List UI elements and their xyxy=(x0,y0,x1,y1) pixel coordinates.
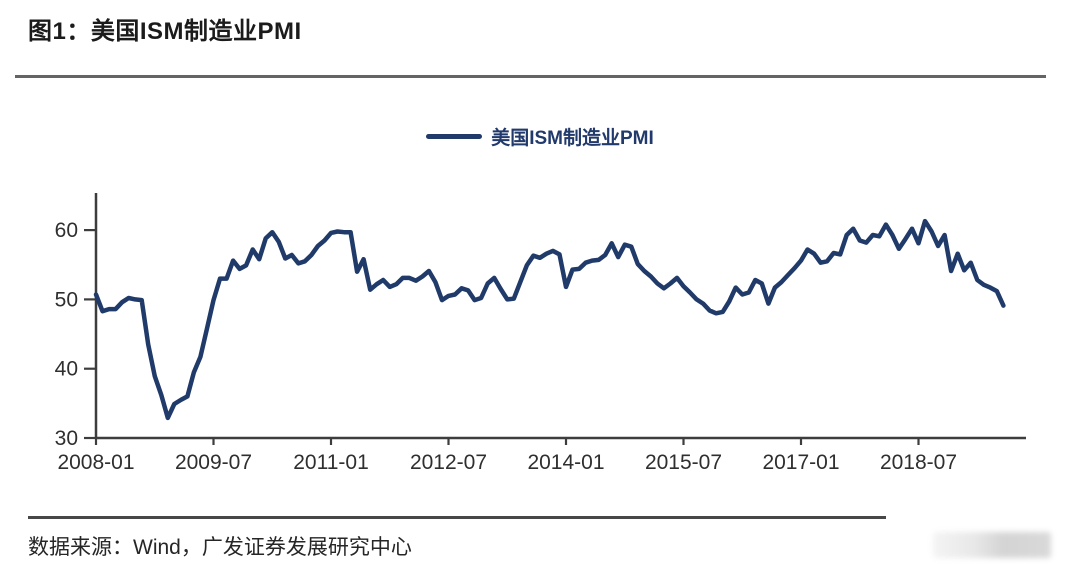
y-tick-label: 30 xyxy=(55,427,78,450)
y-tick-label: 50 xyxy=(55,288,78,311)
y-tick-label: 60 xyxy=(55,219,78,242)
chart-legend: 美国ISM制造业PMI xyxy=(0,123,1080,150)
legend-label: 美国ISM制造业PMI xyxy=(491,128,654,149)
x-tick-label: 2012-07 xyxy=(410,451,487,474)
x-tick-label: 2009-07 xyxy=(175,451,252,474)
pmi-series-line xyxy=(93,218,1006,421)
x-tick-label: 2018-07 xyxy=(880,451,957,474)
source-divider xyxy=(28,516,886,519)
y-tick-label: 40 xyxy=(55,358,78,381)
title-divider xyxy=(15,75,1046,78)
x-tick-label: 2014-01 xyxy=(527,451,604,474)
figure-title: 图1：美国ISM制造业PMI xyxy=(28,18,302,45)
x-tick-label: 2011-01 xyxy=(293,451,369,474)
legend-line-swatch xyxy=(426,134,483,139)
x-tick-label: 2017-01 xyxy=(762,451,839,474)
x-tick-label: 2008-01 xyxy=(57,451,134,474)
data-source-text: 数据来源：Wind，广发证券发展研究中心 xyxy=(28,536,412,559)
blurred-watermark xyxy=(933,532,1051,558)
x-tick-label: 2015-07 xyxy=(645,451,722,474)
